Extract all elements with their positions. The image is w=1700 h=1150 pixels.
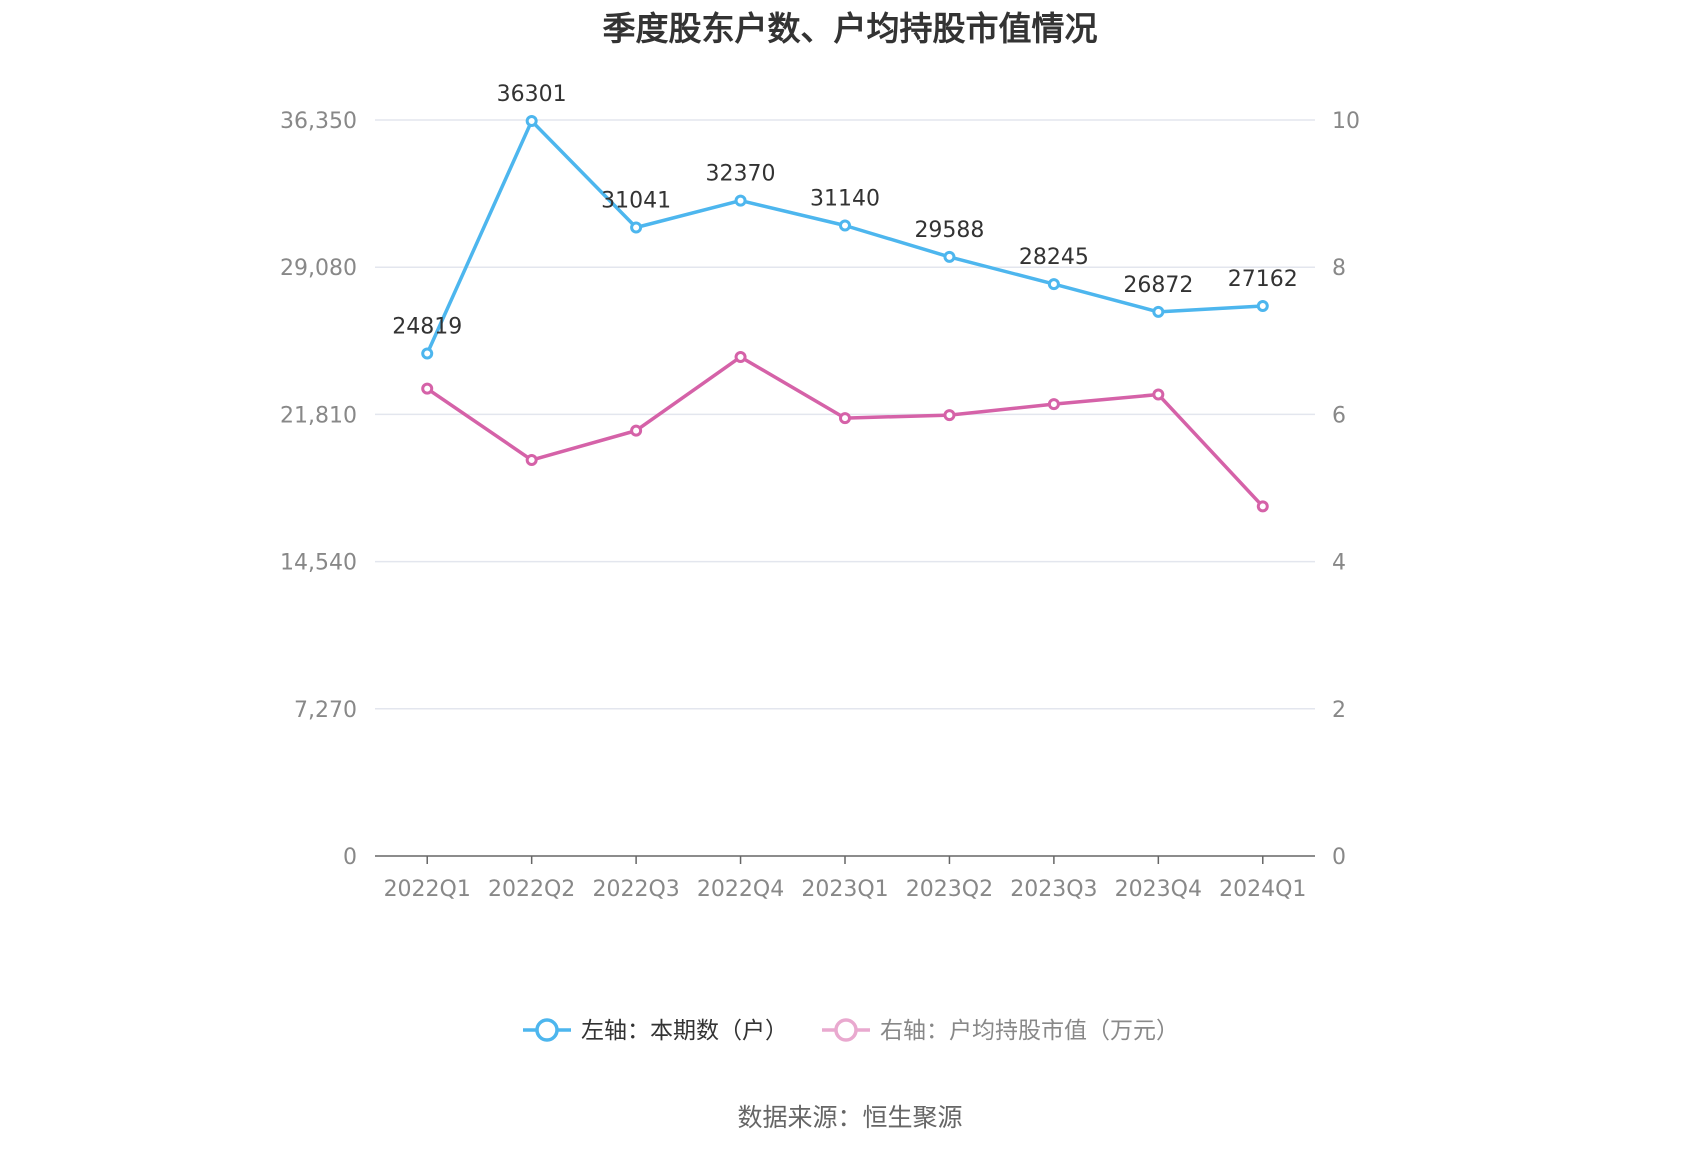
right-axis-ticks: 0 2 4 6 8 10 bbox=[1332, 109, 1360, 870]
legend-marker bbox=[834, 1018, 858, 1042]
x-tick-label: 2023Q3 bbox=[1010, 877, 1097, 902]
left-tick-label: 21,810 bbox=[280, 403, 357, 428]
left-tick-label: 14,540 bbox=[280, 551, 357, 576]
legend-item-2: 右轴：户均持股市值（万元） bbox=[822, 1018, 1179, 1044]
data-label: 24819 bbox=[392, 314, 462, 339]
legend-label: 右轴：户均持股市值（万元） bbox=[880, 1018, 1179, 1044]
right-tick-label: 2 bbox=[1332, 698, 1346, 723]
right-tick-label: 0 bbox=[1332, 845, 1346, 870]
series-line-2 bbox=[426, 355, 1265, 508]
x-tick-label: 2022Q3 bbox=[592, 877, 679, 902]
legend-item-1: 左轴：本期数（户） bbox=[523, 1018, 788, 1044]
data-point bbox=[525, 454, 538, 467]
right-tick-label: 4 bbox=[1332, 551, 1346, 576]
x-tick-label: 2023Q2 bbox=[906, 877, 993, 902]
data-label: 31041 bbox=[601, 188, 671, 213]
x-tick-label: 2024Q1 bbox=[1219, 877, 1306, 902]
data-point bbox=[1256, 500, 1269, 513]
left-tick-label: 7,270 bbox=[294, 698, 357, 723]
x-tick-label: 2022Q4 bbox=[697, 877, 784, 902]
data-point bbox=[630, 424, 643, 437]
data-point bbox=[1256, 300, 1269, 313]
data-labels: 24819 36301 31041 32370 31140 29588 28245 26872… bbox=[392, 82, 1298, 339]
x-tick-label: 2023Q1 bbox=[801, 877, 888, 902]
data-point bbox=[1047, 278, 1060, 291]
data-point bbox=[943, 250, 956, 263]
series-line-1 bbox=[425, 119, 1263, 355]
series-points bbox=[421, 114, 1269, 513]
x-tick-label: 2023Q4 bbox=[1115, 877, 1202, 902]
series-lines bbox=[425, 119, 1265, 508]
data-point bbox=[1152, 305, 1165, 318]
left-axis-ticks: 0 7,270 14,540 21,810 29,080 36,350 bbox=[280, 109, 357, 870]
x-tick-label: 2022Q1 bbox=[384, 877, 471, 902]
data-point bbox=[839, 412, 851, 425]
right-tick-label: 8 bbox=[1332, 256, 1346, 281]
data-point bbox=[943, 409, 956, 422]
legend-marker bbox=[535, 1018, 559, 1042]
data-point bbox=[734, 194, 747, 207]
data-point bbox=[1152, 388, 1165, 401]
data-label: 36301 bbox=[497, 82, 567, 107]
data-point bbox=[630, 221, 643, 234]
data-point bbox=[421, 382, 434, 395]
data-label: 32370 bbox=[706, 162, 776, 187]
x-axis-ticks: 2022Q1 2022Q2 2022Q3 2022Q4 2023Q1 2023Q2 2023… bbox=[384, 856, 1306, 902]
data-label: 26872 bbox=[1123, 273, 1193, 298]
data-label: 28245 bbox=[1019, 245, 1089, 270]
data-point bbox=[1047, 398, 1060, 411]
left-tick-label: 29,080 bbox=[280, 256, 357, 281]
chart-title: 季度股东户数、户均持股市值情况 bbox=[602, 9, 1098, 48]
left-tick-label: 0 bbox=[343, 845, 357, 870]
data-point bbox=[421, 347, 434, 360]
source-note: 数据来源：恒生聚源 bbox=[737, 1103, 963, 1132]
data-label: 27162 bbox=[1228, 267, 1298, 292]
legend: 左轴：本期数（户） 右轴：户均持股市值（万元） bbox=[523, 1018, 1179, 1044]
data-label: 29588 bbox=[914, 218, 984, 243]
x-tick-label: 2022Q2 bbox=[488, 877, 575, 902]
right-tick-label: 10 bbox=[1332, 109, 1360, 134]
data-label: 31140 bbox=[810, 186, 880, 211]
left-tick-label: 36,350 bbox=[280, 109, 357, 134]
legend-label: 左轴：本期数（户） bbox=[581, 1018, 788, 1044]
data-point bbox=[734, 350, 747, 363]
right-tick-label: 6 bbox=[1332, 403, 1346, 428]
data-point bbox=[839, 219, 851, 232]
data-point bbox=[525, 114, 538, 127]
